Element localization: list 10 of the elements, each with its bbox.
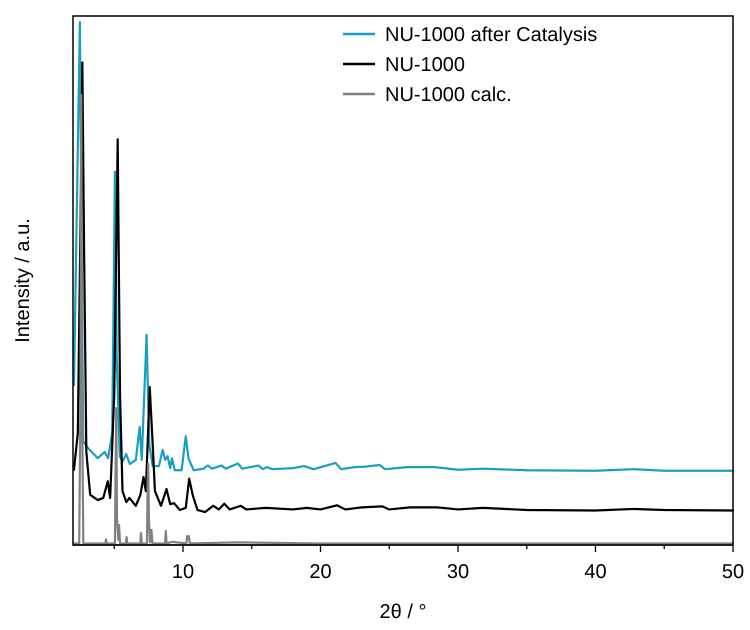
legend-label: NU-1000 after Catalysis	[385, 24, 598, 46]
x-tick-label: 30	[446, 561, 470, 583]
x-tick-label: 20	[309, 561, 332, 583]
legend-label: NU-1000	[385, 54, 466, 76]
y-axis-title: Intensity / a.u.	[12, 218, 34, 343]
x-tick-label: 40	[584, 561, 607, 583]
x-tick-label: 50	[722, 561, 744, 583]
x-tick-label: 10	[172, 561, 194, 583]
x-axis-title: 2θ / °	[380, 601, 426, 623]
legend-label: NU-1000 calc.	[385, 84, 512, 106]
